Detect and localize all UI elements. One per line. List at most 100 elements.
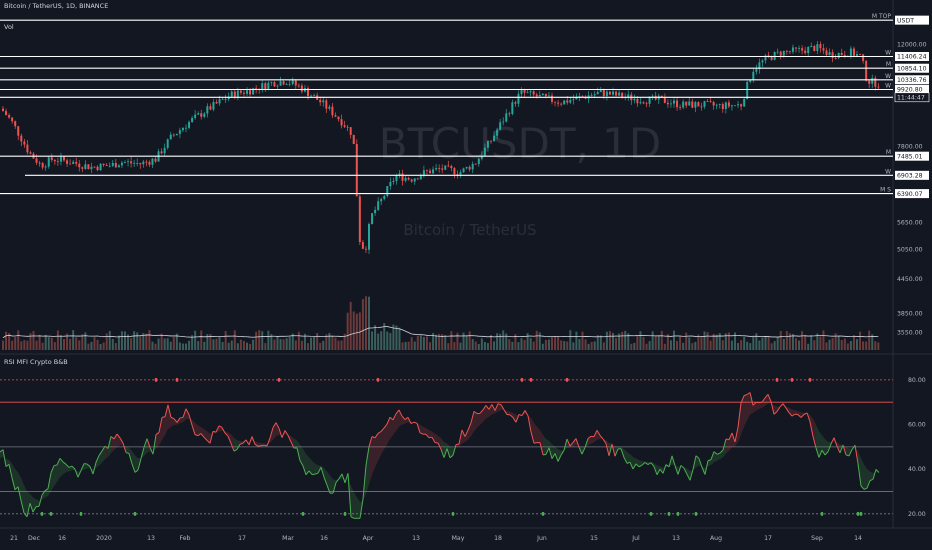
rsi-line-segment [182, 408, 187, 418]
sell-signal-dot [376, 377, 380, 382]
candle-body [139, 163, 142, 165]
rsi-fill [867, 469, 870, 489]
candle-body [377, 201, 380, 210]
indicator-title: RSI MFI Crypto B&B [4, 358, 68, 366]
rsi-line-segment [5, 463, 10, 467]
volume-bar [346, 312, 349, 350]
rsi-line-segment [566, 438, 571, 447]
volume-bar [188, 340, 191, 350]
rsi-fill [489, 404, 492, 417]
candle-body [215, 101, 218, 104]
rsi-line-segment [167, 404, 172, 418]
candle-body [325, 100, 328, 109]
price-label-box [895, 51, 929, 61]
volume-bar [648, 341, 651, 350]
rsi-line-segment [668, 455, 673, 467]
watermark-name: Bitcoin / TetherUS [403, 221, 536, 239]
volume-bar [151, 341, 154, 350]
candle-body [130, 161, 133, 164]
horizontal-levels[interactable] [0, 19, 893, 195]
price-tick: 5050.00 [897, 246, 923, 253]
volume-bar [377, 333, 380, 350]
rsi-line-segment [665, 464, 670, 468]
rsi-fill [435, 433, 438, 443]
rsi-line-segment [59, 457, 64, 463]
volume-bar [459, 342, 462, 350]
rsi-line-segment [602, 438, 607, 444]
rsi-line-segment [137, 458, 142, 471]
rsi-line-segment [341, 473, 346, 483]
candle-body [236, 90, 239, 98]
rsi-line-segment [185, 408, 190, 415]
rsi-fill [750, 392, 753, 415]
candle-body [752, 71, 755, 81]
rsi-line-segment [812, 436, 817, 449]
volume-bar [532, 341, 535, 350]
rsi-line-segment [548, 447, 553, 459]
rsi-line-segment [305, 470, 310, 476]
candle-body [813, 45, 816, 52]
candle-body [425, 170, 428, 171]
candle-body [474, 163, 477, 165]
volume-bar [544, 339, 547, 350]
rsi-line-segment [818, 450, 823, 458]
rsi-fill [96, 455, 99, 468]
candle-body [599, 89, 602, 93]
rsi-line-segment [209, 431, 214, 444]
rsi-line-segment [431, 436, 436, 443]
candle-body [840, 52, 843, 55]
volume-bar [145, 333, 148, 350]
rsi-fill [744, 394, 747, 427]
volume-bar [825, 342, 828, 350]
rsi-fill [420, 424, 423, 435]
rsi-line-segment [776, 406, 781, 412]
buy-signal-dot [79, 511, 83, 516]
volume-bar [267, 330, 270, 350]
volume-bar [669, 340, 672, 350]
rsi-fill [747, 392, 750, 421]
candle-body [93, 166, 96, 168]
volume-bar [227, 342, 230, 350]
volume-bar [795, 338, 797, 350]
candle-body [252, 88, 255, 95]
volume-bar [758, 340, 761, 350]
volume-bar [404, 341, 407, 350]
volume-bar [541, 343, 544, 350]
volume-bar [261, 331, 264, 350]
candle-body [279, 81, 282, 86]
rsi-fill [207, 431, 210, 444]
candle-body [96, 166, 99, 171]
candle-body [837, 52, 840, 59]
time-axis[interactable]: 21 Dec 16 2020 13 Feb 17 Mar 16 Apr 13 May 18 Jun 15 Ju… [10, 535, 862, 542]
volume-bar [724, 333, 727, 350]
volume-bar [691, 343, 694, 350]
rsi-fill [864, 464, 867, 490]
rsi-line-segment [251, 436, 256, 445]
candle-body [718, 104, 721, 105]
volume-bar [157, 338, 160, 350]
rsi-fill [24, 484, 27, 517]
rsi-fill [198, 425, 201, 436]
rsi-line-segment [845, 454, 850, 457]
candle-body [602, 89, 605, 96]
volume-bar [32, 331, 35, 350]
rsi-line-segment [272, 422, 277, 428]
rsi-fill [708, 459, 711, 467]
rsi-fill [351, 485, 354, 519]
rsi-line-segment [692, 455, 697, 470]
price-axis[interactable]: 12000.00 7800.00 5650.00 5050.00 4450.00 3850… [872, 13, 930, 337]
candle-body [166, 139, 169, 148]
candle-body [441, 168, 444, 170]
rsi-fill [756, 402, 759, 411]
candle-body [66, 160, 69, 164]
volume-bar [633, 342, 636, 350]
volume-bar [837, 335, 840, 350]
rsi-line-segment [647, 462, 652, 465]
candle-body [529, 91, 532, 93]
rsi-line-segment [173, 418, 178, 423]
candle-body [38, 162, 41, 164]
volume-bar [480, 338, 483, 350]
volume-bar [868, 330, 871, 350]
volume-bar [435, 334, 438, 350]
